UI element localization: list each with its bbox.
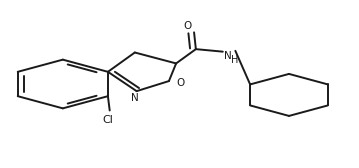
- Text: Cl: Cl: [102, 115, 113, 125]
- Text: O: O: [176, 78, 185, 88]
- Text: O: O: [183, 21, 192, 31]
- Text: N: N: [224, 51, 231, 61]
- Text: H: H: [230, 55, 238, 65]
- Text: N: N: [131, 93, 139, 102]
